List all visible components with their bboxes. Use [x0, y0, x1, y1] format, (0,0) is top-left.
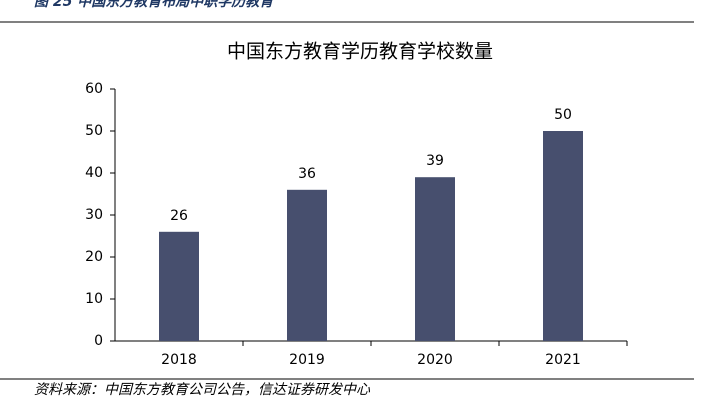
bar — [543, 131, 583, 341]
x-tick-label: 2019 — [289, 352, 325, 368]
data-label: 50 — [554, 107, 572, 123]
source-note: 资料来源：中国东方教育公司公告，信达证券研发中心 — [34, 382, 371, 398]
data-label: 39 — [426, 153, 444, 169]
bar — [415, 177, 455, 341]
x-tick-label: 2021 — [545, 352, 581, 368]
y-tick-label: 30 — [85, 207, 103, 223]
y-tick-label: 10 — [85, 291, 103, 307]
y-tick-label: 50 — [85, 123, 103, 139]
bar — [159, 231, 199, 341]
y-tick-label: 40 — [85, 165, 103, 181]
y-tick-label: 60 — [85, 81, 103, 97]
x-tick-label: 2020 — [417, 352, 453, 368]
y-tick-label: 20 — [85, 249, 103, 265]
chart-title: 中国东方教育学历教育学校数量 — [227, 41, 493, 63]
y-tick-label: 0 — [94, 333, 103, 349]
data-label: 36 — [298, 166, 316, 182]
bar — [287, 189, 327, 341]
figure-caption: 图 25 中国东方教育布局中职学历教育 — [34, 0, 276, 10]
data-label: 26 — [170, 208, 188, 224]
x-tick-label: 2018 — [161, 352, 197, 368]
